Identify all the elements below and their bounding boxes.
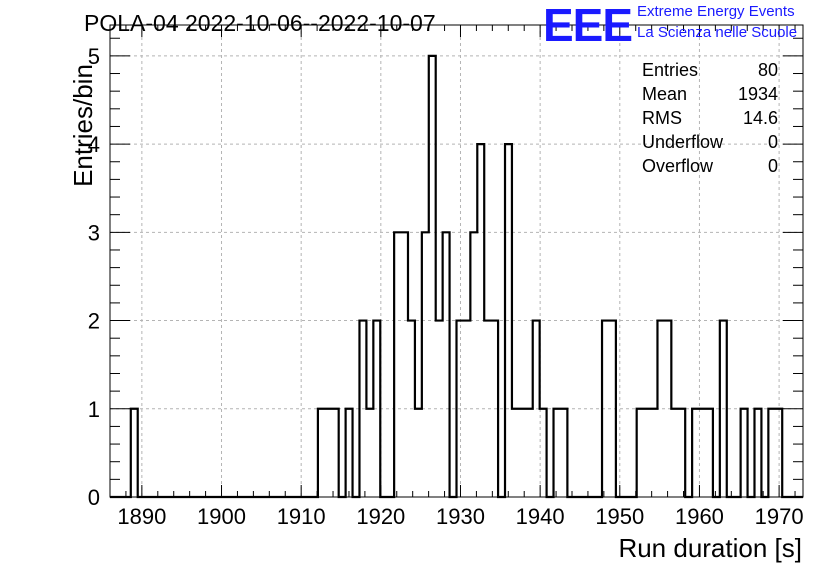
y-axis-label: Entries/bin [67, 64, 98, 187]
y-tick-label: 4 [88, 132, 100, 157]
stat-value: 1934 [737, 84, 778, 104]
stat-underflow: Underflow 0 [642, 130, 778, 154]
x-tick-label: 1940 [516, 504, 565, 529]
y-tick-label: 1 [88, 397, 100, 422]
x-tick-label: 1890 [117, 504, 166, 529]
stats-box: Entries 80 Mean 1934 RMS 14.6 Underflow … [642, 58, 778, 178]
histogram-bin [366, 409, 373, 497]
histogram-bin [644, 409, 651, 497]
stat-label: RMS [642, 108, 682, 128]
x-tick-label: 1900 [197, 504, 246, 529]
x-tick-label: 1930 [436, 504, 485, 529]
y-tick-label: 0 [88, 485, 100, 510]
histogram-bin [519, 409, 526, 497]
stat-label: Entries [642, 60, 699, 80]
logo-line-1: Extreme Energy Events [637, 3, 795, 20]
y-tick-label: 5 [88, 44, 100, 69]
stat-label: Underflow [642, 132, 724, 152]
x-tick-label: 1910 [277, 504, 326, 529]
stat-entries: Entries 80 [642, 58, 778, 82]
x-tick-label: 1920 [356, 504, 405, 529]
histogram-bin [512, 409, 519, 497]
stat-value: 14.6 [742, 108, 778, 128]
histogram-bin [325, 409, 332, 497]
histogram-bin [526, 409, 533, 497]
x-tick-label: 1960 [675, 504, 724, 529]
stat-rms: RMS 14.6 [642, 106, 778, 130]
chart-title: POLA-04 2022-10-06--2022-10-07 [84, 10, 436, 36]
stat-label: Overflow [642, 156, 714, 176]
histogram-bin [671, 409, 678, 497]
stat-overflow: Overflow 0 [642, 154, 778, 178]
x-axis-label: Run duration [s] [618, 533, 802, 563]
logo-line-2: La Scienza nelle Scuole [637, 24, 798, 41]
histogram-bin [651, 409, 658, 497]
stat-value: 0 [767, 156, 778, 176]
histogram-bin [699, 409, 706, 497]
stat-value: 0 [767, 132, 778, 152]
histogram-outline [110, 54, 803, 499]
stat-mean: Mean 1934 [642, 82, 778, 106]
y-tick-label: 2 [88, 309, 100, 334]
stat-label: Mean [642, 84, 688, 104]
y-tick-label: 3 [88, 220, 100, 245]
histogram-bin [415, 409, 422, 497]
x-tick-label: 1950 [595, 504, 644, 529]
x-tick-label: 1970 [755, 504, 804, 529]
eee-logo: EEE [543, 0, 633, 51]
stat-value: 80 [757, 60, 778, 80]
